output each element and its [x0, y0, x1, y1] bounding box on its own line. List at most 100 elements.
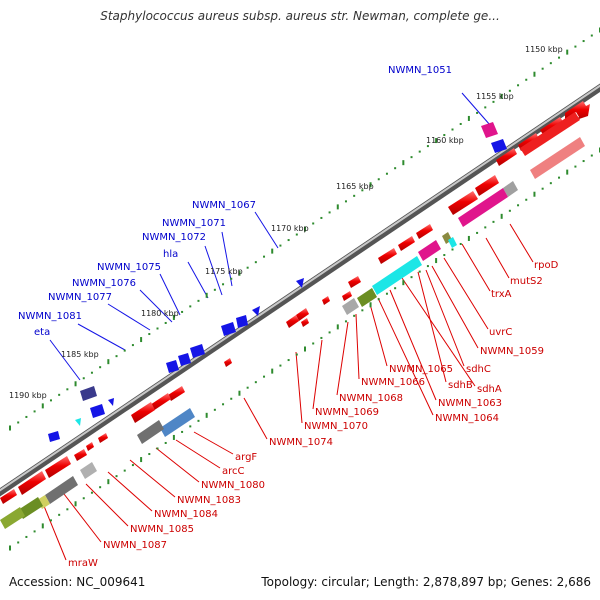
gene-label-reverse[interactable]: mraW [68, 558, 98, 569]
gene-cyan-fwd[interactable] [75, 418, 81, 426]
gene-red-20[interactable] [86, 442, 94, 451]
gene-navy-01[interactable] [80, 386, 97, 401]
gene-label-forward[interactable]: NWMN_1072 [142, 232, 206, 243]
label-connector [159, 273, 181, 316]
gene-blue-10[interactable] [108, 398, 114, 406]
gene-red-03[interactable] [496, 148, 517, 166]
gene-label-forward[interactable]: NWMN_1077 [48, 292, 112, 303]
gene-red-21[interactable] [74, 449, 87, 461]
gene-label-reverse[interactable]: NWMN_1084 [154, 509, 218, 520]
gene-blue-05[interactable] [221, 322, 236, 336]
outer-scale-tick [222, 283, 225, 286]
gene-red-10[interactable] [342, 291, 352, 301]
gene-label-reverse[interactable]: sdhC [466, 364, 491, 375]
gene-cyan-small[interactable] [448, 237, 457, 248]
inner-scale-tick [517, 204, 520, 207]
gene-gray-small2[interactable] [80, 462, 97, 479]
gene-red-17[interactable] [150, 393, 171, 411]
gene-gray-bar4[interactable] [45, 476, 78, 504]
outer-scale-tick [263, 255, 266, 258]
inner-scale-tick [500, 213, 503, 219]
gene-red-08[interactable] [378, 248, 397, 264]
gene-label-reverse[interactable]: NWMN_1064 [435, 413, 499, 424]
gene-red-15[interactable] [224, 358, 232, 367]
gene-red-06[interactable] [416, 224, 433, 239]
gene-label-forward[interactable]: NWMN_1075 [97, 262, 161, 273]
gene-label-reverse[interactable]: NWMN_1069 [315, 407, 379, 418]
gene-label-forward[interactable]: NWMN_1081 [18, 311, 82, 322]
gene-olive-bar[interactable] [357, 288, 377, 307]
gene-label-reverse[interactable]: arcC [222, 466, 245, 477]
outer-scale-tick [230, 277, 233, 280]
gene-cyan-bar[interactable] [372, 256, 422, 295]
gene-label-reverse[interactable]: trxA [491, 289, 512, 300]
gene-rpoD[interactable] [565, 101, 590, 120]
gene-label-reverse[interactable]: NWMN_1059 [480, 346, 544, 357]
label-connector [425, 269, 465, 367]
gene-red-bar[interactable] [520, 112, 580, 156]
gene-gray-bar2[interactable] [342, 298, 359, 315]
gene-olive-bar2[interactable] [18, 497, 43, 519]
gene-label-reverse[interactable]: NWMN_1080 [201, 480, 265, 491]
label-connector [355, 313, 360, 380]
gene-red-19[interactable] [98, 433, 108, 443]
gene-blue-04[interactable] [236, 315, 248, 328]
gene-label-reverse[interactable]: argF [235, 452, 257, 463]
gene-blue-07[interactable] [178, 353, 191, 366]
gene-label-forward[interactable]: eta [34, 327, 50, 338]
gene-red-09[interactable] [348, 276, 361, 288]
gene-label-reverse[interactable]: sdhB [448, 380, 473, 391]
gene-red-16[interactable] [168, 386, 185, 401]
inner-scale-tick [541, 187, 544, 190]
gene-red-22[interactable] [45, 456, 71, 478]
gene-label-reverse[interactable]: NWMN_1068 [339, 393, 403, 404]
gene-red-05[interactable] [448, 191, 478, 215]
gene-label-reverse[interactable]: NWMN_1087 [103, 540, 167, 551]
gene-NWMN_1051[interactable] [481, 122, 498, 138]
gene-label-reverse[interactable]: NWMN_1063 [438, 398, 502, 409]
gene-blue-02[interactable] [296, 278, 304, 288]
gene-olive-bar3[interactable] [0, 507, 25, 529]
gene-label-reverse[interactable]: mutS2 [510, 276, 543, 287]
gene-label-forward[interactable]: NWMN_1067 [192, 200, 256, 211]
gene-label-reverse[interactable]: NWMN_1065 [389, 364, 453, 375]
gene-red-18[interactable] [131, 402, 155, 423]
gene-label-reverse[interactable]: sdhA [477, 384, 502, 395]
gene-label-reverse[interactable]: NWMN_1074 [269, 437, 333, 448]
gene-blue-03[interactable] [252, 306, 260, 316]
gene-label-reverse[interactable]: rpoD [534, 260, 559, 271]
gene-steel-bar[interactable] [160, 408, 195, 437]
gene-label-reverse[interactable]: uvrC [489, 327, 512, 338]
gene-red-11[interactable] [296, 308, 309, 321]
gene-red-24[interactable] [0, 489, 17, 504]
inner-scale-tick [295, 353, 298, 356]
gene-blue-01[interactable] [491, 139, 507, 153]
gene-gray-small[interactable] [503, 181, 518, 197]
outer-scale-tick [304, 226, 306, 232]
gene-red-07[interactable] [398, 236, 415, 251]
gene-blue-06[interactable] [190, 344, 205, 358]
gene-pink-bar[interactable] [458, 188, 508, 227]
gene-red-14[interactable] [322, 296, 330, 305]
gene-red-23[interactable] [18, 471, 46, 495]
gene-red-13[interactable] [301, 318, 309, 327]
gene-label-forward[interactable]: NWMN_1051 [388, 65, 452, 76]
gene-red-04[interactable] [475, 175, 499, 196]
label-connector [443, 257, 489, 330]
gene-label-reverse[interactable]: NWMN_1066 [361, 377, 425, 388]
gene-label-reverse[interactable]: NWMN_1070 [304, 421, 368, 432]
gene-blue-09[interactable] [90, 404, 105, 418]
gene-blue-08[interactable] [166, 360, 179, 373]
gene-label-forward[interactable]: NWMN_1071 [162, 218, 226, 229]
gene-red-12[interactable] [286, 315, 299, 328]
gene-label-reverse[interactable]: NWMN_1083 [177, 495, 241, 506]
gene-label-reverse[interactable]: NWMN_1085 [130, 524, 194, 535]
gene-label-forward[interactable]: NWMN_1076 [72, 278, 136, 289]
gene-blue-11[interactable] [48, 431, 60, 442]
gene-gray-bar3[interactable] [137, 420, 164, 444]
gene-salmon-bar[interactable] [530, 137, 585, 179]
inner-scale-tick [369, 302, 372, 308]
gene-pink-small[interactable] [418, 240, 441, 261]
gene-label-forward[interactable]: hla [163, 249, 178, 260]
